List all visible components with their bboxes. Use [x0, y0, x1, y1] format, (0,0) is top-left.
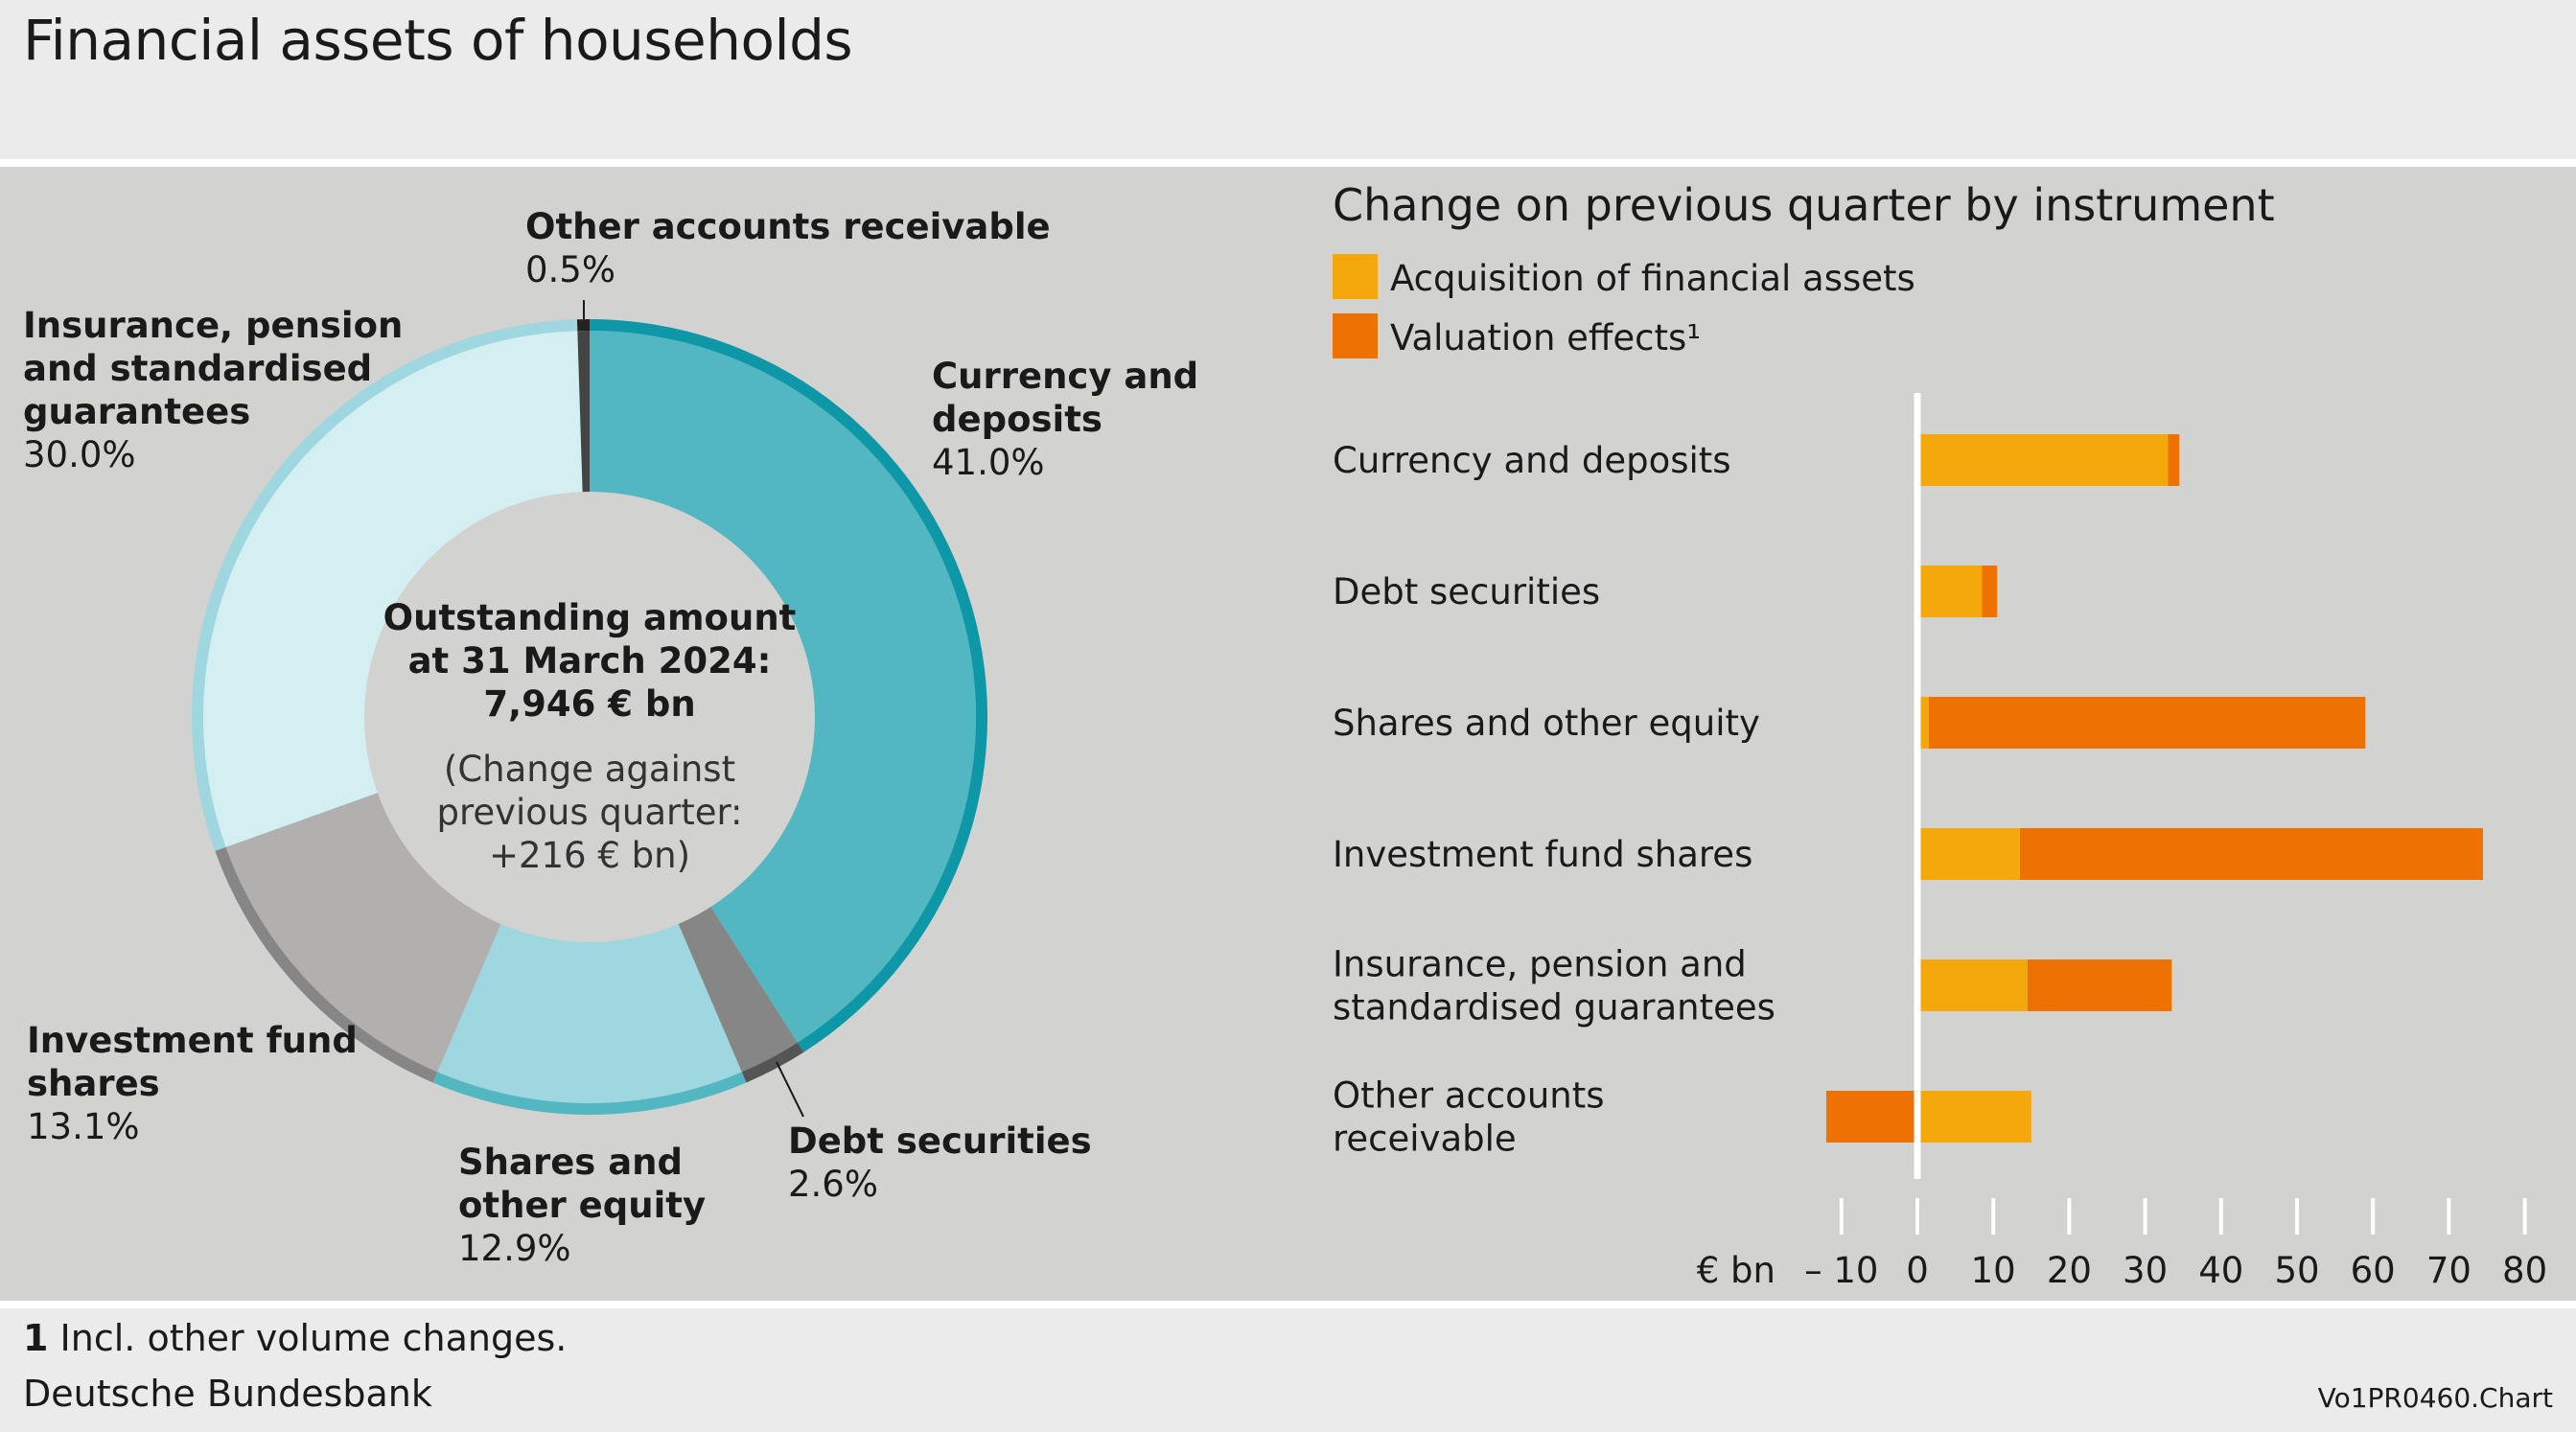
x-tick-label: 60 [2351, 1250, 2396, 1291]
donut-chart [192, 319, 987, 1115]
bar-segment [1825, 1091, 1917, 1143]
bar-segment [1917, 566, 1983, 617]
top-divider [0, 159, 2576, 167]
legend-swatch [1333, 313, 1378, 358]
bar-segment [1917, 1091, 2031, 1143]
category-label: Shares and other equity [1333, 703, 1760, 744]
bar-chart: Change on previous quarter by instrument… [1333, 179, 2547, 1291]
donut-slice [437, 924, 742, 1104]
x-tick-label: 40 [2198, 1250, 2243, 1291]
x-axis-label: € bn [1697, 1250, 1775, 1291]
slice-label: Investment fund [27, 1020, 358, 1061]
legend-label: Valuation effects¹ [1390, 317, 1701, 358]
slice-value-label: 41.0% [932, 442, 1045, 483]
slice-value-label: 0.5% [525, 249, 615, 290]
donut-slice [225, 793, 501, 1073]
donut-slice-rim [432, 1072, 747, 1115]
bar-chart-title: Change on previous quarter by instrument [1333, 179, 2275, 231]
category-label: Insurance, pension and [1333, 944, 1747, 985]
donut-slice [203, 331, 583, 847]
footnote: 1 Incl. other volume changes. [23, 1317, 567, 1359]
x-tick-label: 50 [2274, 1250, 2319, 1291]
slice-label: Shares and [458, 1142, 683, 1183]
x-tick-label: 70 [2426, 1250, 2472, 1291]
x-tick-label: 30 [2123, 1250, 2168, 1291]
slice-label: guarantees [23, 391, 250, 432]
x-tick-label: 10 [1971, 1250, 2016, 1291]
slice-label: other equity [458, 1185, 706, 1226]
slice-value-label: 12.9% [458, 1228, 571, 1269]
donut-center-change: +216 € bn) [489, 835, 690, 876]
bar-segment [1928, 697, 2366, 749]
category-label: standardised guarantees [1333, 987, 1775, 1028]
donut-slice [678, 907, 798, 1073]
donut-center-amount: 7,946 € bn [483, 683, 695, 725]
donut-center-change: previous quarter: [436, 792, 742, 833]
donut-slice [590, 331, 976, 1043]
slice-value-label: 30.0% [23, 434, 136, 475]
bar-segment [2019, 828, 2484, 880]
bar-segment [2027, 959, 2172, 1011]
footnote-number: 1 [23, 1317, 49, 1359]
footnote-text: Incl. other volume changes. [59, 1317, 568, 1359]
page-title: Financial assets of households [23, 8, 853, 73]
x-tick-label: 0 [1906, 1250, 1929, 1291]
donut-slice [577, 331, 590, 493]
x-tick-label: 20 [2047, 1250, 2092, 1291]
chart-code: Vo1PR0460.Chart [2317, 1382, 2553, 1414]
bar-segment [2168, 434, 2180, 486]
slice-label: Insurance, pension [23, 305, 403, 346]
slice-label: Debt securities [788, 1120, 1092, 1162]
donut-center-change: (Change against [444, 749, 735, 790]
legend-swatch [1333, 254, 1378, 299]
x-tick-label: – 10 [1804, 1250, 1878, 1291]
bar-segment [1917, 697, 1929, 749]
bar-segment [1917, 434, 2169, 486]
bar-segment [1917, 959, 2028, 1011]
leader-line [776, 1061, 804, 1118]
bar-segment [1982, 566, 1998, 617]
category-label: Debt securities [1333, 571, 1600, 612]
slice-label: Other accounts receivable [525, 206, 1051, 247]
category-label: Investment fund shares [1333, 834, 1752, 875]
category-label: Currency and deposits [1333, 440, 1731, 481]
donut-center-title: at 31 March 2024: [408, 640, 772, 681]
slice-label: and standardised [23, 348, 372, 389]
donut-slice-rim [741, 1042, 804, 1083]
donut-center-title: Outstanding amount [383, 597, 797, 638]
legend-label: Acquisition of financial assets [1390, 258, 1915, 299]
x-tick-label: 80 [2502, 1250, 2547, 1291]
bottom-divider [0, 1301, 2576, 1308]
donut-slice-rim [576, 319, 590, 332]
slice-label: shares [27, 1063, 160, 1104]
category-label: receivable [1333, 1119, 1517, 1160]
slice-value-label: 2.6% [788, 1164, 878, 1205]
source-label: Deutsche Bundesbank [23, 1373, 432, 1415]
bar-segment [1917, 828, 2020, 880]
slice-label: Currency and [932, 356, 1198, 397]
category-label: Other accounts [1333, 1075, 1605, 1117]
slice-value-label: 13.1% [27, 1106, 140, 1147]
slice-label: deposits [932, 399, 1102, 440]
